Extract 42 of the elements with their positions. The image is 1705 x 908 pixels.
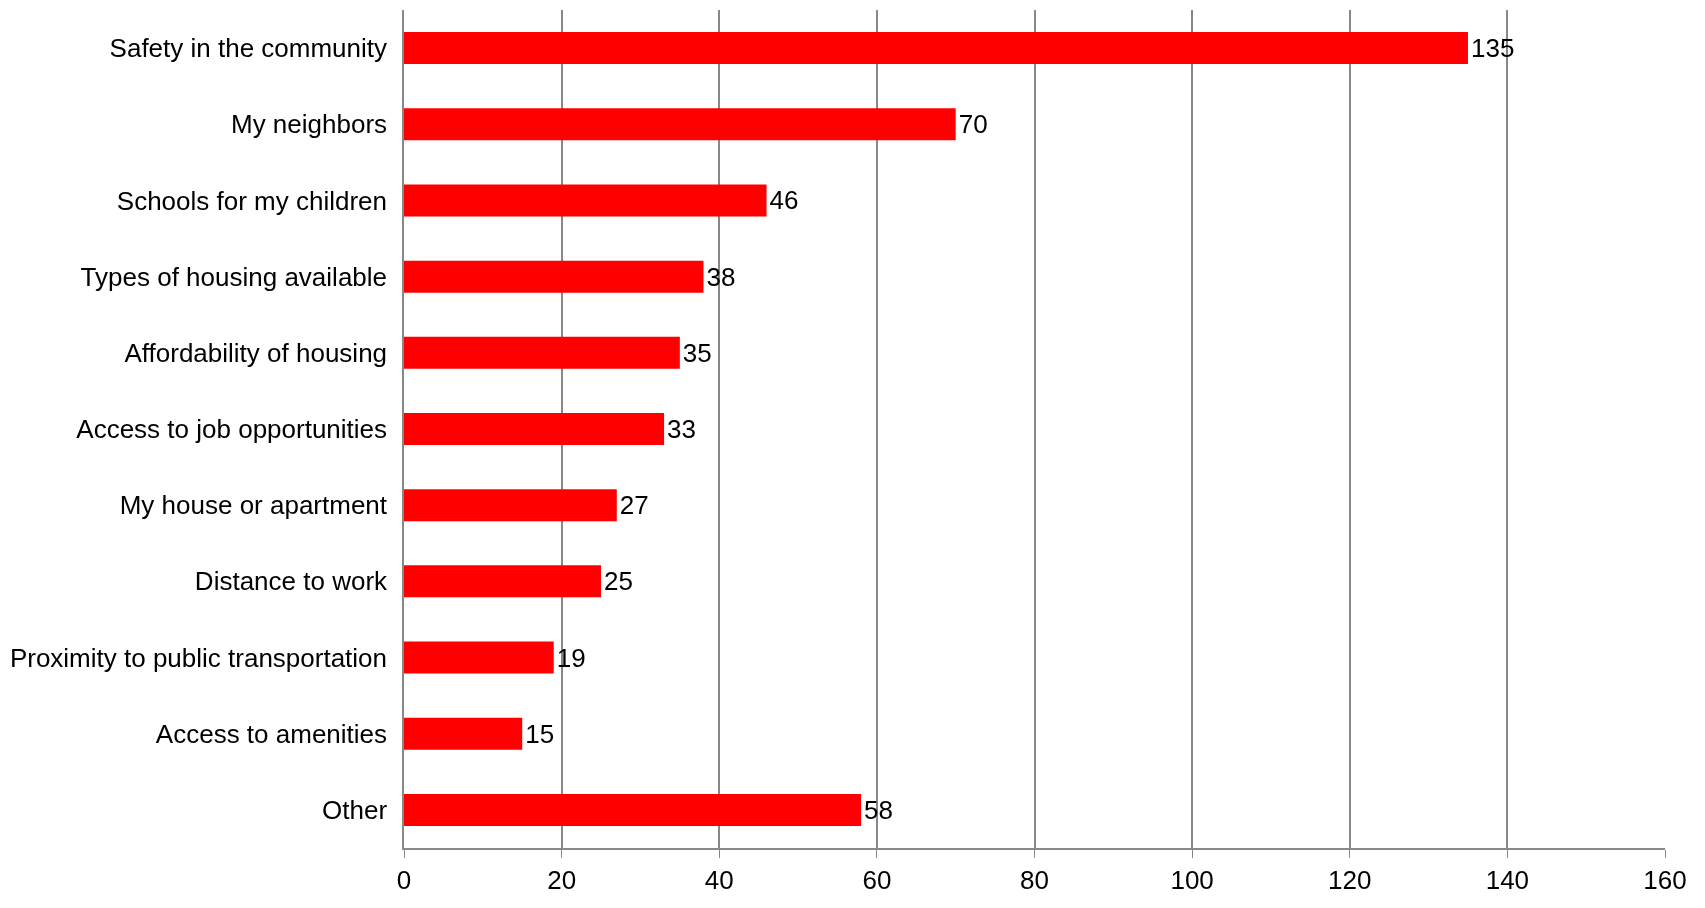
y-tick-label: Distance to work — [194, 566, 389, 597]
y-tick-label: Affordability of housing — [124, 337, 388, 368]
x-tick-label: 40 — [704, 864, 734, 895]
x-tick-label: 20 — [547, 864, 577, 895]
data-label: 27 — [619, 490, 649, 521]
data-label: 25 — [604, 566, 633, 597]
data-label: 35 — [682, 337, 712, 368]
y-tick-label: Access to amenities — [155, 718, 388, 749]
y-tick-label: Types of housing available — [80, 261, 388, 292]
y-tick-label: Safety in the community — [109, 33, 388, 64]
bar — [404, 565, 602, 598]
bar — [404, 717, 523, 750]
data-label: 58 — [864, 794, 894, 825]
x-tick-label: 60 — [862, 864, 892, 895]
data-label: 33 — [667, 414, 696, 444]
bar — [404, 260, 704, 293]
bar — [404, 32, 1468, 65]
x-tick-label: 160 — [1643, 864, 1687, 895]
x-tick-label: 140 — [1485, 864, 1530, 895]
data-label: 135 — [1470, 33, 1515, 64]
data-label: 38 — [706, 261, 736, 292]
x-tick-label: 120 — [1328, 864, 1372, 895]
y-tick-label: Other — [322, 795, 388, 826]
bar — [404, 336, 680, 369]
bar — [404, 108, 956, 141]
x-tick-label: 100 — [1170, 864, 1214, 895]
bar — [404, 413, 665, 445]
bar — [404, 489, 617, 522]
data-label: 46 — [769, 185, 799, 216]
data-label: 15 — [525, 718, 555, 749]
x-tick-label: 80 — [1020, 864, 1049, 895]
bar — [404, 184, 767, 217]
bar — [404, 641, 554, 674]
y-tick-label: Proximity to public transportation — [9, 642, 388, 673]
y-tick-label: My neighbors — [230, 109, 388, 140]
data-label: 70 — [958, 109, 988, 140]
y-tick-label: Access to job opportunities — [76, 414, 388, 445]
bar — [404, 793, 862, 826]
data-label: 19 — [556, 642, 586, 673]
y-tick-label: My house or apartment — [119, 490, 388, 521]
x-tick-label: 0 — [396, 864, 412, 895]
y-tick-label: Schools for my children — [116, 185, 388, 216]
